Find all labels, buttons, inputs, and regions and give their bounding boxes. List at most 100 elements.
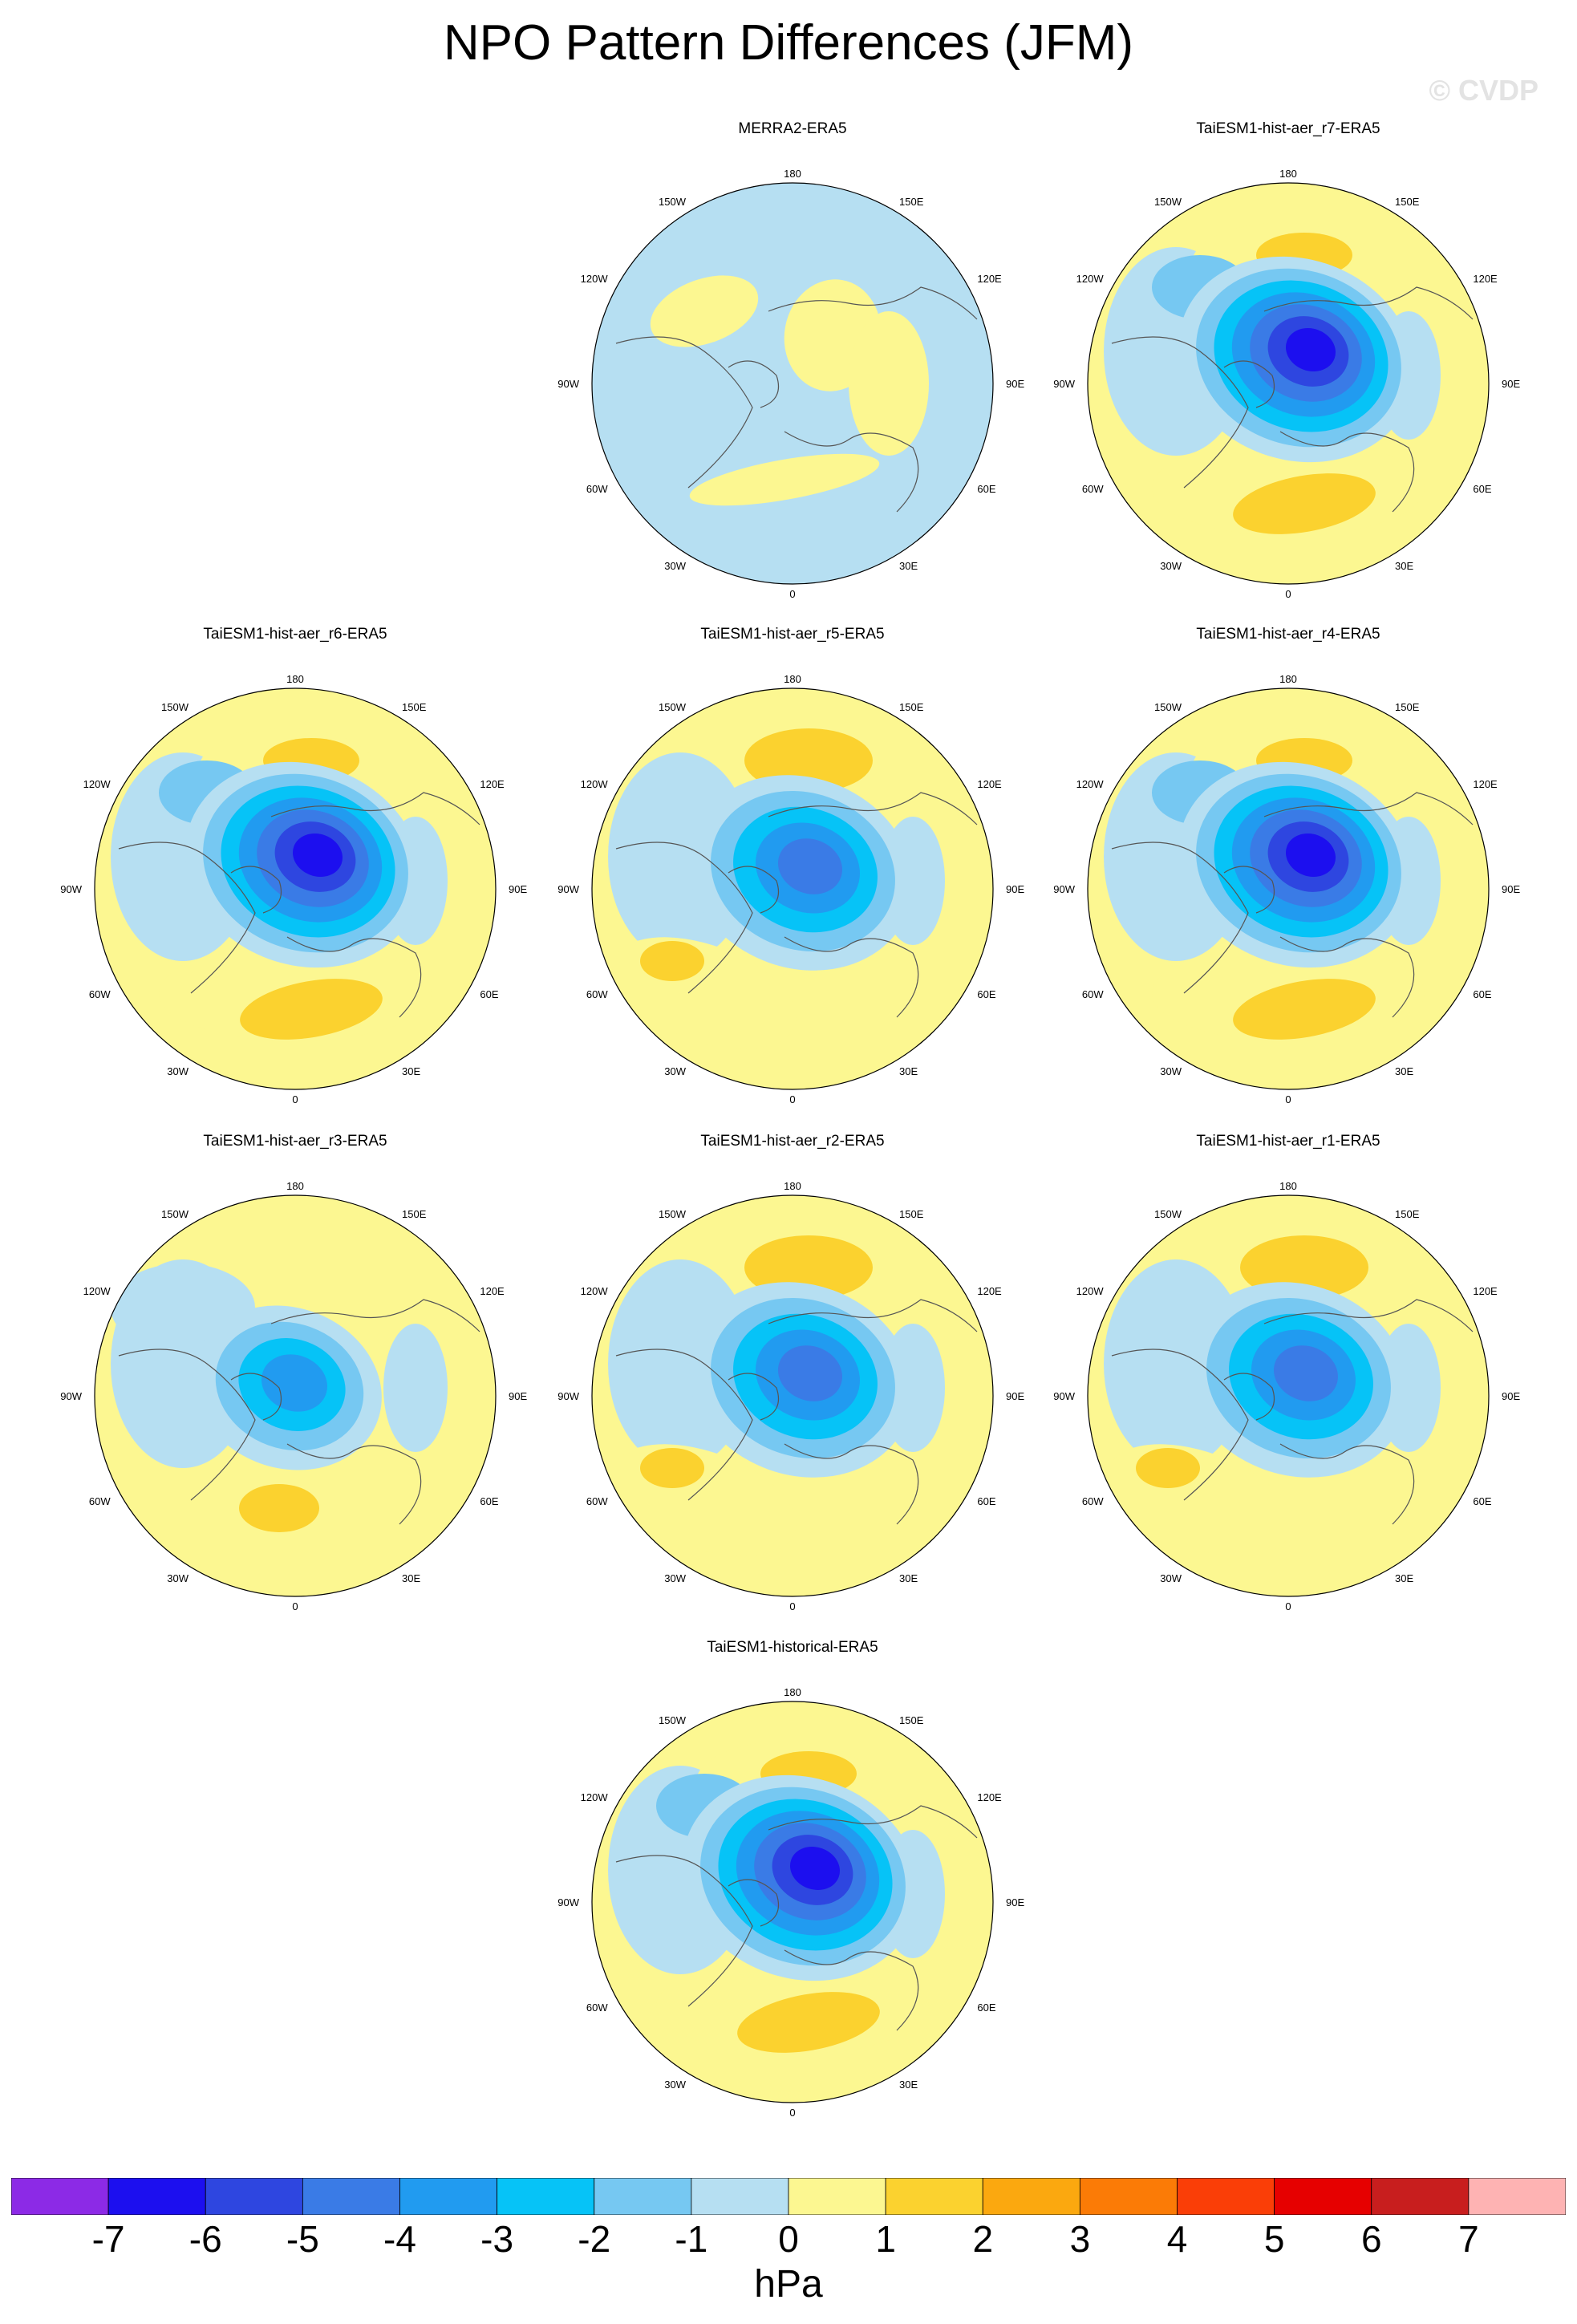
longitude-label: 120E bbox=[977, 778, 1002, 790]
longitude-label: 30E bbox=[1395, 560, 1413, 572]
map-panel: MERRA2-ERA5 180 150E 120E 90E 60E 30E 0 30W 60W 9… bbox=[544, 120, 1041, 634]
longitude-label: 150W bbox=[161, 1208, 189, 1220]
longitude-label: 150W bbox=[1154, 701, 1182, 713]
contour-region bbox=[1233, 979, 1376, 1040]
longitude-label: 150W bbox=[161, 701, 189, 713]
coastlines bbox=[615, 1805, 978, 2031]
colorbar-tick-label: 6 bbox=[1360, 2218, 1382, 2260]
coastlines bbox=[615, 286, 978, 513]
longitude-label: 120W bbox=[581, 1285, 609, 1297]
longitude-label: 120W bbox=[83, 1285, 111, 1297]
colorbar-swatch bbox=[1079, 2178, 1178, 2215]
longitude-label: 30E bbox=[899, 2079, 918, 2091]
contour-region bbox=[383, 1324, 448, 1452]
coastline bbox=[118, 842, 256, 994]
longitude-label: 180 bbox=[1279, 168, 1297, 180]
colorbar-tick-label: -2 bbox=[578, 2218, 611, 2260]
longitude-label: 150E bbox=[899, 196, 924, 208]
longitude-label: 120E bbox=[1473, 273, 1498, 285]
coastline bbox=[768, 792, 978, 825]
colorbar-tick-label: 3 bbox=[1069, 2218, 1091, 2260]
coastlines bbox=[1111, 1299, 1474, 1525]
colorbar-swatch bbox=[1468, 2178, 1566, 2215]
longitude-label: 120W bbox=[581, 1791, 609, 1803]
anomaly-field bbox=[111, 728, 448, 1041]
longitude-label: 60W bbox=[586, 483, 608, 495]
polar-map: 180 150E 120E 90E 60E 30E 0 30W 60W 90W 120W 150W bbox=[557, 673, 1024, 1105]
longitude-label: 60E bbox=[1473, 988, 1491, 1000]
coastline bbox=[728, 1879, 780, 1927]
map-panel: TaiESM1-hist-aer_r1-ERA5 180 150E 120E 90E 6… bbox=[1040, 1133, 1537, 1646]
longitude-label: 180 bbox=[1279, 1180, 1297, 1192]
coastline bbox=[1279, 1443, 1415, 1525]
colorbar-unit: hPa bbox=[754, 2263, 823, 2306]
coastline bbox=[1111, 1349, 1249, 1501]
longitude-label: 90W bbox=[60, 883, 82, 895]
longitude-label: 90W bbox=[557, 1390, 579, 1402]
colorbar-swatch bbox=[788, 2178, 886, 2215]
colorbar-tick-label: -1 bbox=[675, 2218, 708, 2260]
longitude-label: 120E bbox=[1473, 1285, 1498, 1297]
longitude-label: 30W bbox=[664, 560, 686, 572]
contour-region bbox=[778, 1345, 842, 1401]
anomaly-field bbox=[1104, 223, 1441, 536]
colorbar-tick-label: 0 bbox=[778, 2218, 799, 2260]
map-panel: TaiESM1-hist-aer_r7-ERA5 180 150E 120E 90E 6… bbox=[1040, 120, 1537, 634]
map-border bbox=[591, 687, 994, 1090]
longitude-label: 0 bbox=[789, 1093, 795, 1105]
longitude-label: 60E bbox=[977, 483, 995, 495]
longitude-label: 180 bbox=[784, 1180, 801, 1192]
colorbar-swatch bbox=[205, 2178, 303, 2215]
map-border bbox=[591, 1701, 994, 2103]
longitude-label: 180 bbox=[286, 673, 304, 685]
contour-region bbox=[292, 833, 343, 877]
coastline bbox=[768, 1299, 978, 1332]
longitude-label: 0 bbox=[789, 2107, 795, 2119]
longitude-label: 150E bbox=[1395, 1208, 1420, 1220]
longitude-label: 60W bbox=[1082, 483, 1104, 495]
coastline bbox=[286, 936, 422, 1018]
panel-title: MERRA2-ERA5 bbox=[738, 120, 847, 137]
longitude-label: 90W bbox=[1053, 883, 1075, 895]
coastline bbox=[615, 336, 753, 489]
contour-region bbox=[1136, 1448, 1200, 1488]
longitude-label: 0 bbox=[292, 1600, 298, 1612]
map-border bbox=[591, 1194, 994, 1597]
longitude-label: 180 bbox=[784, 673, 801, 685]
longitude-label: 90E bbox=[1502, 883, 1520, 895]
map-panel: TaiESM1-hist-aer_r4-ERA5 180 150E 120E 90E 6… bbox=[1040, 626, 1537, 1139]
longitude-label: 30E bbox=[899, 1572, 918, 1584]
longitude-label: 30W bbox=[664, 1065, 686, 1077]
longitude-label: 60E bbox=[977, 1495, 995, 1507]
longitude-label: 120E bbox=[1473, 778, 1498, 790]
longitude-label: 90E bbox=[1006, 1896, 1024, 1908]
longitude-label: 150E bbox=[899, 1208, 924, 1220]
longitude-label: 90W bbox=[557, 1896, 579, 1908]
colorbar-swatch bbox=[497, 2178, 595, 2215]
longitude-label: 90W bbox=[557, 883, 579, 895]
colorbar-swatch bbox=[11, 2178, 109, 2215]
contour-region bbox=[1285, 833, 1336, 877]
longitude-label: 120W bbox=[581, 273, 609, 285]
coastline bbox=[615, 842, 753, 994]
longitude-label: 30E bbox=[899, 1065, 918, 1077]
map-border bbox=[1087, 182, 1490, 585]
longitude-label: 150E bbox=[899, 701, 924, 713]
longitude-label: 90W bbox=[1053, 1390, 1075, 1402]
contour-region bbox=[778, 838, 842, 894]
panel-title: TaiESM1-hist-aer_r6-ERA5 bbox=[203, 626, 387, 643]
longitude-label: 90E bbox=[1006, 378, 1024, 390]
longitude-label: 120W bbox=[83, 778, 111, 790]
colorbar-swatch bbox=[107, 2178, 206, 2215]
longitude-label: 120W bbox=[1076, 778, 1105, 790]
contour-region bbox=[239, 1484, 319, 1532]
contour-region bbox=[789, 1847, 841, 1890]
coastline bbox=[1223, 1373, 1275, 1421]
coastline bbox=[784, 936, 919, 1018]
longitude-label: 0 bbox=[1285, 1600, 1291, 1612]
coastline bbox=[1263, 286, 1474, 320]
longitude-label: 180 bbox=[784, 1686, 801, 1698]
longitude-label: 180 bbox=[286, 1180, 304, 1192]
coastline bbox=[784, 431, 919, 513]
watermark: © CVDP bbox=[1429, 74, 1538, 107]
